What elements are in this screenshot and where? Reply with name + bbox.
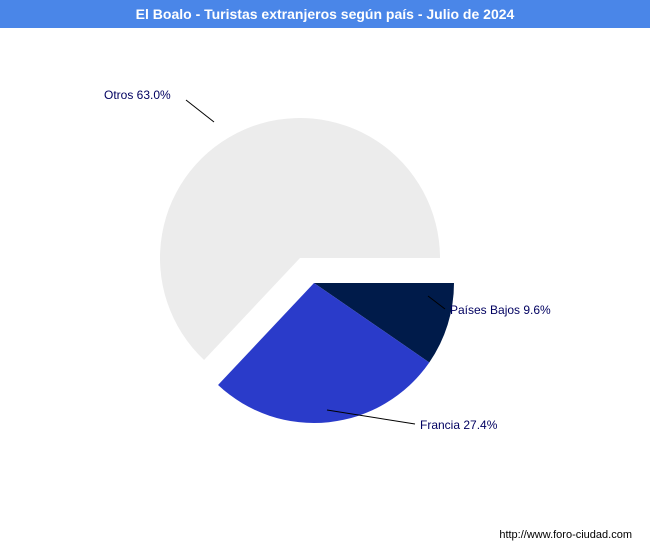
label-francia: Francia 27.4% bbox=[420, 418, 497, 432]
leader-otros bbox=[186, 100, 214, 122]
chart-area: Otros 63.0% Países Bajos 9.6% Francia 27.4… bbox=[0, 28, 650, 520]
chart-title: El Boalo - Turistas extranjeros según pa… bbox=[0, 0, 650, 28]
footer-credit: http://www.foro-ciudad.com bbox=[0, 520, 650, 550]
pie-chart bbox=[0, 28, 650, 520]
label-otros: Otros 63.0% bbox=[104, 88, 171, 102]
label-paises_bajos: Países Bajos 9.6% bbox=[450, 303, 551, 317]
